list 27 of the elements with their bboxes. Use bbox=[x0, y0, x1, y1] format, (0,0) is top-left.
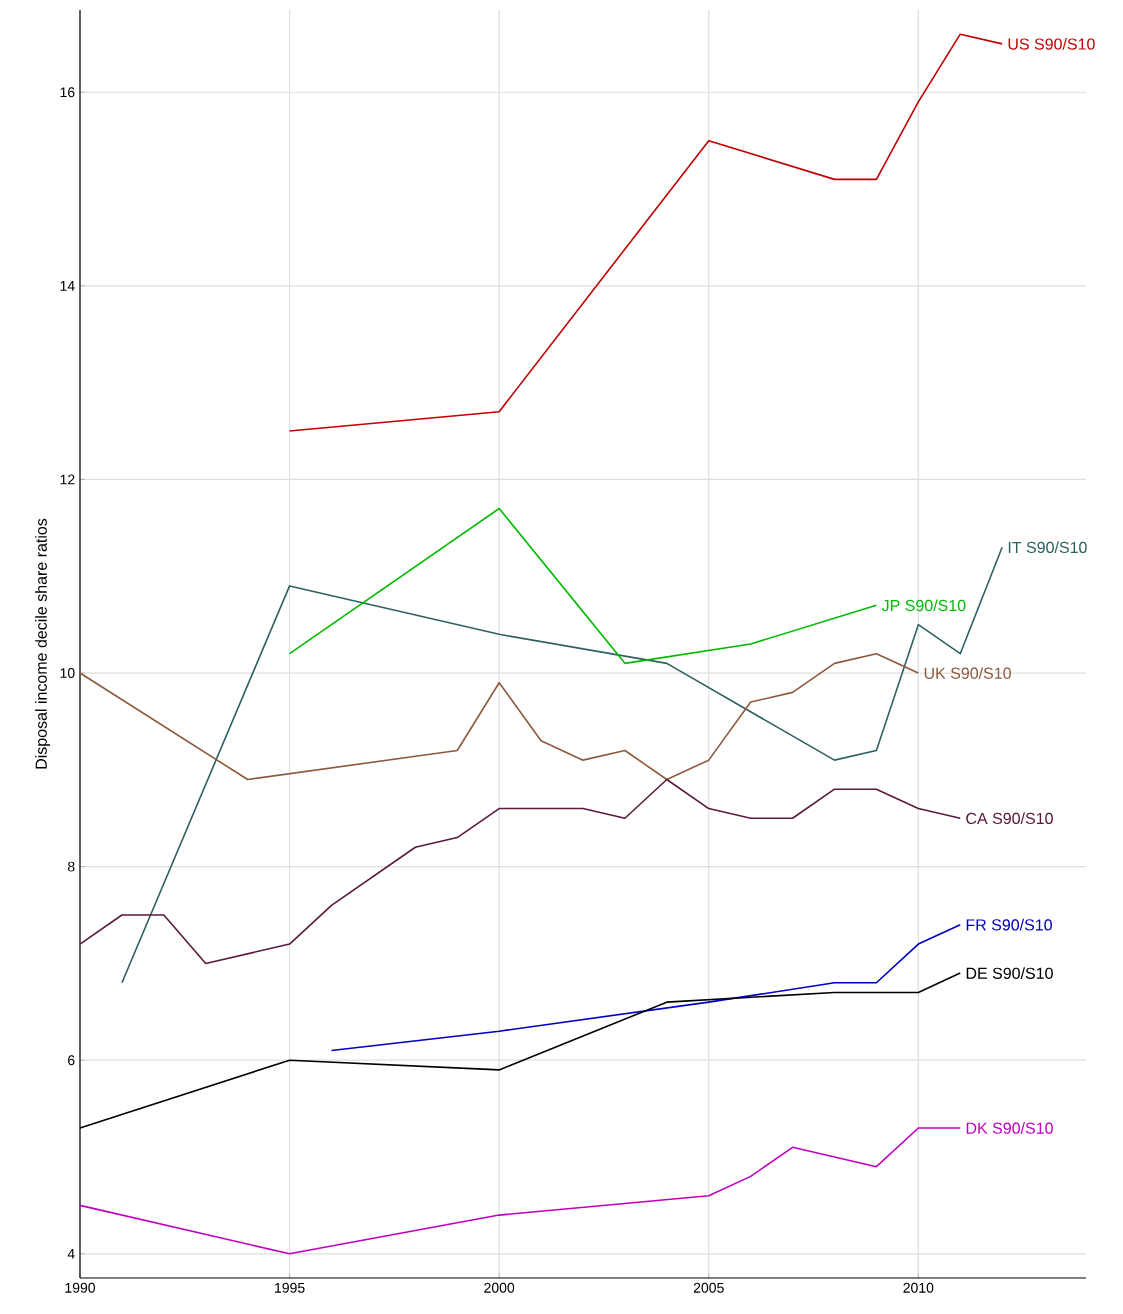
x-tick-label: 2005 bbox=[693, 1282, 724, 1293]
y-tick-label: 12 bbox=[60, 474, 75, 485]
y-tick-label: 4 bbox=[67, 1248, 75, 1259]
x-tick-label: 1995 bbox=[275, 1282, 305, 1293]
series-label: DE S90/S10 bbox=[966, 967, 1053, 979]
series-label: DK S90/S10 bbox=[966, 1122, 1053, 1134]
series-label: FR S90/S10 bbox=[966, 918, 1052, 931]
line-series bbox=[79, 652, 920, 781]
line-series bbox=[79, 778, 962, 965]
y-axis-title: Disposal income decile share ratios bbox=[35, 518, 51, 769]
series-label: IT S90/S10 bbox=[1008, 541, 1087, 554]
y-tick-label: 8 bbox=[67, 861, 75, 872]
line-series bbox=[79, 1127, 962, 1255]
line-series bbox=[288, 33, 1003, 432]
series-label: US S90/S10 bbox=[1008, 38, 1095, 50]
series-label: CA S90/S10 bbox=[966, 812, 1053, 825]
series-label: JP S90/S10 bbox=[881, 599, 966, 612]
x-tick-label: 2000 bbox=[484, 1282, 515, 1293]
y-tick-label: 14 bbox=[60, 281, 75, 291]
y-tick-label: 10 bbox=[60, 668, 75, 678]
series-label: UK S90/S10 bbox=[924, 667, 1011, 679]
x-tick-label: 2010 bbox=[903, 1282, 934, 1293]
x-tick-label: 1990 bbox=[65, 1282, 96, 1293]
line-series bbox=[330, 923, 962, 1052]
y-tick-label: 6 bbox=[68, 1055, 75, 1066]
y-tick-label: 16 bbox=[60, 87, 75, 98]
line-series bbox=[288, 507, 878, 665]
